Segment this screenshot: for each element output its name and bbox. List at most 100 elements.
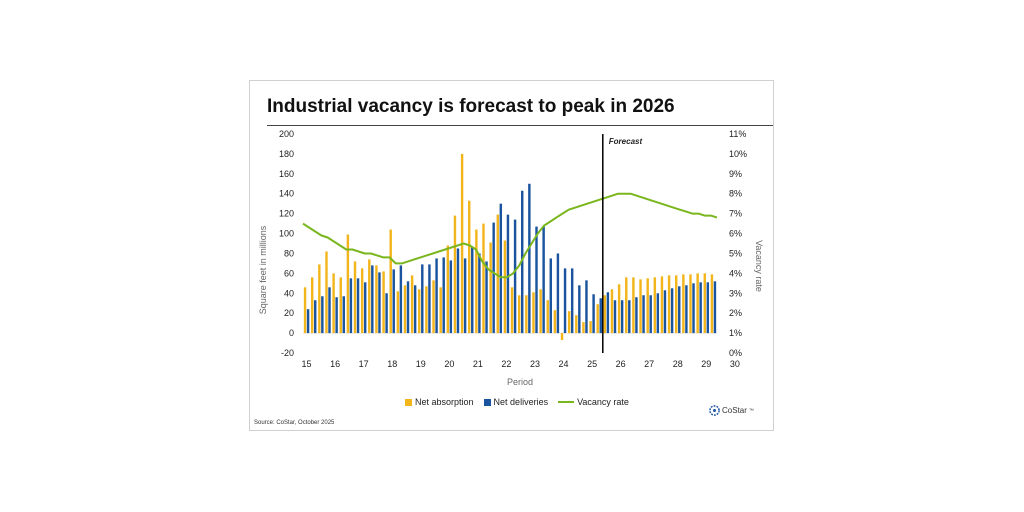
x-tick-6: 21 [473,359,483,369]
bar-absorption-43 [610,289,614,334]
bar-deliveries-36 [563,268,567,334]
bar-absorption-49 [653,277,657,334]
bar-absorption-17 [425,286,428,334]
y2-tick-1: 10% [729,149,747,159]
bar-deliveries-35 [556,253,560,334]
y-tick-8: 40 [284,288,294,298]
bar-deliveries-22 [463,258,467,334]
legend-swatch-deliveries [483,398,491,406]
x-tick-14: 29 [701,359,711,369]
x-tick-15: 30 [730,359,740,369]
bar-deliveries-34 [549,258,552,334]
bar-deliveries-12 [392,269,395,334]
bar-absorption-19 [439,287,442,334]
bar-deliveries-25 [485,261,488,334]
bar-absorption-52 [675,275,678,334]
bar-absorption-36 [560,333,564,341]
bar-deliveries-20 [449,260,453,334]
legend-item-vacancy: Vacancy rate [558,397,629,407]
bar-absorption-14 [403,285,407,334]
bar-absorption-39 [582,322,585,334]
bar-absorption-18 [432,280,435,334]
bar-absorption-5 [339,277,342,334]
bar-absorption-29 [510,287,514,334]
bar-absorption-40 [589,321,592,334]
bar-absorption-33 [539,289,542,334]
bar-deliveries-41 [599,298,602,334]
x-tick-13: 28 [673,359,683,369]
bar-absorption-6 [346,234,350,334]
y2-tick-4: 7% [729,209,742,219]
bar-absorption-10 [375,265,378,334]
bar-absorption-3 [325,251,328,334]
bar-absorption-12 [389,229,392,334]
chart-card: Industrial vacancy is forecast to peak i… [249,80,774,431]
bars-group [303,153,717,341]
bar-absorption-37 [567,311,571,334]
bar-absorption-8 [360,268,364,334]
y2-tick-9: 2% [729,308,742,318]
bar-deliveries-6 [349,278,353,334]
bar-deliveries-27 [499,203,503,334]
chart-svg: Forecast 200180160140120100806040200-20 … [258,129,764,387]
bar-deliveries-44 [620,300,624,334]
bar-deliveries-48 [649,295,652,334]
bar-deliveries-23 [471,246,474,334]
bar-absorption-50 [660,276,664,334]
x-tick-10: 25 [587,359,597,369]
bar-absorption-42 [603,295,607,334]
bar-absorption-47 [639,279,642,334]
chart-title: Industrial vacancy is forecast to peak i… [267,96,675,117]
bar-absorption-16 [418,289,421,334]
bar-absorption-56 [703,273,706,334]
legend-item-deliveries: Net deliveries [483,397,548,407]
bar-deliveries-50 [663,290,667,334]
bar-deliveries-16 [421,264,424,334]
bar-absorption-51 [667,275,671,334]
bar-absorption-1 [310,277,314,334]
bar-deliveries-56 [706,282,710,334]
bar-absorption-27 [496,214,499,334]
source-note: Source: CoStar, October 2025 [254,420,335,426]
bar-deliveries-17 [428,264,431,334]
y2-tick-0: 11% [729,129,746,139]
bar-absorption-11 [382,271,385,334]
bar-absorption-9 [368,259,371,334]
bar-absorption-44 [617,284,621,334]
y-axis-title: Square feet in millions [258,225,268,314]
bar-deliveries-29 [513,219,517,334]
bar-deliveries-32 [535,226,538,334]
logo-text: CoStar [722,406,747,415]
bar-deliveries-42 [606,292,610,334]
y2-tick-11: 0% [729,348,742,358]
y2-tick-8: 3% [729,288,742,298]
bar-deliveries-31 [528,183,531,334]
bar-absorption-0 [303,287,307,334]
bar-deliveries-26 [492,222,495,334]
bar-absorption-48 [646,278,649,334]
bar-deliveries-47 [642,295,645,334]
bar-deliveries-13 [399,265,403,334]
x-tick-11: 26 [616,359,626,369]
y-tick-3: 140 [279,189,294,199]
bar-deliveries-1 [314,300,317,334]
y-tick-0: 200 [279,129,294,139]
y2-axis-ticks: 11% 10% 9% 8% 7% 6% 5% 4% 3% 2% 1% 0% [729,129,747,358]
chart-legend: Net absorption Net deliveries Vacancy ra… [405,397,629,407]
bar-deliveries-40 [592,294,595,334]
bar-absorption-23 [468,200,471,334]
y2-tick-6: 5% [729,248,742,258]
y2-tick-10: 1% [729,328,742,338]
bar-absorption-45 [625,277,628,334]
x-tick-0: 15 [302,359,312,369]
legend-swatch-absorption [405,398,412,406]
forecast-label: Forecast [609,137,643,146]
bar-deliveries-4 [335,297,338,334]
y-tick-9: 20 [284,308,294,318]
y2-tick-2: 9% [729,169,742,179]
bar-absorption-54 [689,274,692,334]
bar-deliveries-9 [371,265,374,334]
vacancy-line-group [302,192,718,279]
y-tick-4: 120 [279,209,294,219]
